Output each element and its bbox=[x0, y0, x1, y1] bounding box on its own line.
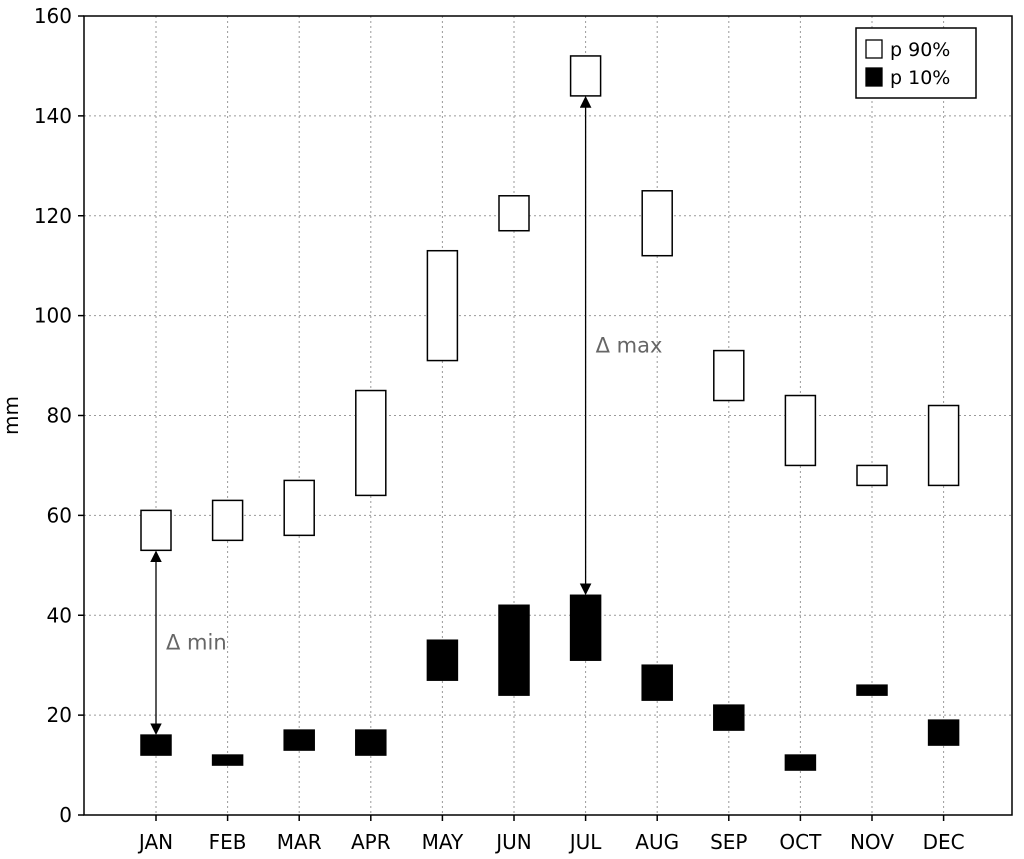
x-tick-label: JAN bbox=[137, 830, 173, 854]
bar-p10 bbox=[498, 604, 530, 696]
x-tick-label: MAY bbox=[422, 830, 464, 854]
y-tick-label: 140 bbox=[34, 104, 72, 128]
bars bbox=[140, 55, 960, 771]
bar-p10 bbox=[713, 704, 745, 731]
bar-p90 bbox=[927, 404, 960, 487]
legend-entry: p 90% bbox=[890, 39, 950, 61]
bar-p10 bbox=[569, 594, 602, 661]
plot-frame bbox=[83, 15, 1013, 816]
bar-p90 bbox=[355, 389, 387, 497]
x-tick-label: JUL bbox=[568, 830, 603, 854]
y-ticks: 0 20 40 60 80 100 120 140 160 bbox=[34, 4, 84, 827]
annotations: Δ min Δ max bbox=[150, 96, 663, 735]
x-tick-label: FEB bbox=[209, 830, 247, 854]
y-tick-label: 20 bbox=[47, 703, 72, 727]
x-tick-label: NOV bbox=[850, 830, 894, 854]
bar-p90 bbox=[713, 349, 745, 402]
y-tick-label: 80 bbox=[47, 404, 72, 428]
bar-p10 bbox=[641, 664, 673, 701]
y-tick-label: 40 bbox=[47, 603, 72, 627]
bar-p10 bbox=[927, 719, 960, 746]
y-tick-label: 60 bbox=[47, 503, 72, 527]
x-tick-label: SEP bbox=[710, 830, 747, 854]
bar-p10 bbox=[856, 684, 888, 696]
bar-p10 bbox=[355, 729, 387, 756]
bar-p90 bbox=[283, 479, 315, 537]
bar-p90 bbox=[641, 190, 673, 257]
x-tick-label: JUN bbox=[494, 830, 532, 854]
x-ticks: JAN FEB MAR APR MAY JUN JUL AUG SEP OCT NOV DEC bbox=[137, 815, 965, 854]
x-tick-label: DEC bbox=[923, 830, 965, 854]
bar-p10 bbox=[784, 754, 817, 771]
legend: p 90% p 10% bbox=[855, 27, 977, 99]
bar-p90 bbox=[140, 509, 172, 552]
annotation-label: Δ min bbox=[166, 631, 227, 655]
x-tick-label: APR bbox=[351, 830, 391, 854]
y-tick-label: 0 bbox=[59, 803, 72, 827]
bar-p90 bbox=[498, 195, 530, 232]
y-tick-label: 100 bbox=[34, 304, 72, 328]
x-tick-label: AUG bbox=[635, 830, 679, 854]
legend-entry: p 10% bbox=[890, 67, 950, 89]
x-tick-label: OCT bbox=[779, 830, 822, 854]
annotation-label: Δ max bbox=[596, 334, 663, 358]
bar-p10 bbox=[211, 754, 244, 766]
bar-p10 bbox=[140, 734, 172, 756]
bar-p10 bbox=[426, 639, 459, 681]
bar-p90 bbox=[426, 249, 459, 362]
y-tick-label: 160 bbox=[34, 4, 72, 28]
bar-p10 bbox=[283, 729, 315, 751]
x-tick-label: MAR bbox=[277, 830, 322, 854]
bar-p90 bbox=[211, 499, 244, 542]
y-axis-label: mm bbox=[0, 396, 23, 435]
legend-swatch bbox=[865, 67, 883, 87]
legend-swatch bbox=[865, 39, 883, 59]
bar-p90 bbox=[784, 394, 817, 467]
y-tick-label: 120 bbox=[34, 204, 72, 228]
bar-p90 bbox=[569, 55, 602, 97]
bar-p90 bbox=[856, 464, 888, 487]
